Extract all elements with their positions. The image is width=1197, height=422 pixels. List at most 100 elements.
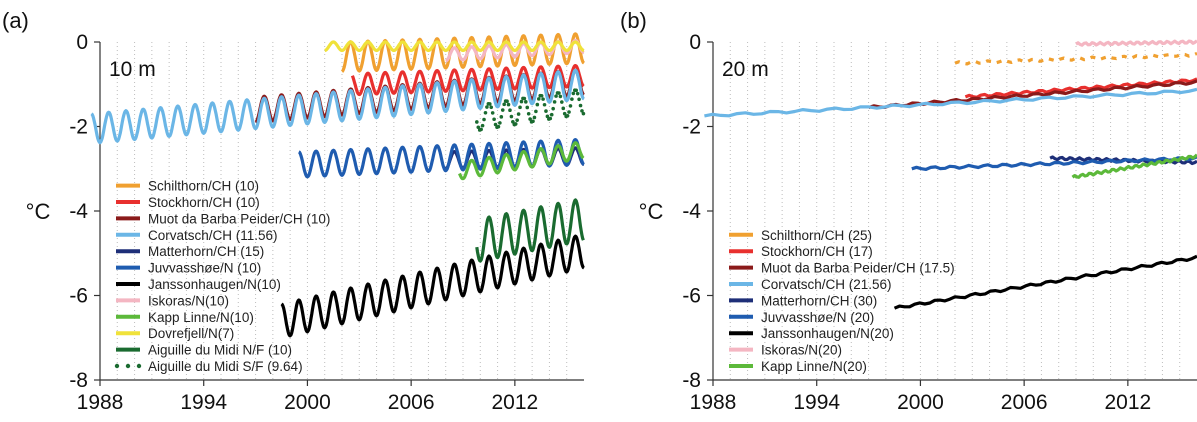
x-tick-label: 1988 bbox=[690, 391, 737, 414]
data-point bbox=[500, 115, 504, 119]
legend-label: Muot da Barba Peider/CH (17.5) bbox=[761, 261, 955, 276]
series-line bbox=[91, 70, 584, 142]
x-tick-label: 2000 bbox=[897, 391, 944, 414]
data-point bbox=[517, 112, 521, 116]
data-point bbox=[491, 111, 495, 115]
legend-label: Juvvasshøe/N (20) bbox=[761, 310, 874, 325]
data-point bbox=[501, 108, 505, 112]
legend-label: Aiguille du Midi S/F (9.64) bbox=[148, 359, 303, 374]
data-point bbox=[484, 111, 488, 115]
x-tick-label: 2012 bbox=[1104, 391, 1151, 414]
data-point bbox=[492, 117, 496, 121]
data-point bbox=[536, 103, 540, 107]
data-point bbox=[481, 124, 485, 128]
x-tick-label: 2006 bbox=[1001, 391, 1048, 414]
data-point bbox=[557, 91, 561, 95]
data-point bbox=[551, 107, 555, 111]
data-point bbox=[540, 94, 544, 98]
y-tick-label: -4 bbox=[69, 200, 88, 223]
legend-label: Stockhorn/CH (10) bbox=[148, 195, 260, 210]
x-tick-label: 1994 bbox=[180, 391, 227, 414]
data-point bbox=[510, 115, 514, 119]
y-tick-label: 0 bbox=[689, 31, 701, 54]
data-point bbox=[514, 122, 518, 126]
data-point bbox=[531, 119, 535, 123]
data-point bbox=[515, 118, 519, 122]
series-10 bbox=[477, 200, 584, 261]
series-3 bbox=[91, 70, 584, 142]
legend-label: Matterhorn/CH (15) bbox=[148, 244, 264, 259]
data-point bbox=[554, 94, 558, 98]
data-point bbox=[527, 112, 531, 116]
data-point bbox=[475, 120, 479, 124]
data-point bbox=[567, 110, 571, 114]
legend-label: Kapp Linne/N(20) bbox=[761, 359, 867, 374]
y-tick-label: -2 bbox=[69, 116, 88, 139]
data-point bbox=[541, 97, 545, 101]
series-line bbox=[282, 236, 585, 336]
data-point bbox=[544, 109, 548, 113]
legend: Schilthorn/CH (10)Stockhorn/CH (10)Muot … bbox=[115, 179, 331, 374]
x-tick-label: 1988 bbox=[77, 391, 124, 414]
panel-label: (a) bbox=[2, 8, 29, 33]
data-point bbox=[520, 100, 524, 104]
data-point bbox=[505, 99, 509, 103]
legend-swatch bbox=[126, 364, 130, 368]
y-tick-label: -4 bbox=[682, 200, 701, 223]
y-tick-label: 0 bbox=[76, 31, 88, 54]
x-tick-label: 1994 bbox=[793, 391, 840, 414]
y-tick-label: -6 bbox=[69, 285, 88, 308]
data-point bbox=[488, 102, 492, 106]
data-point bbox=[489, 105, 493, 109]
legend-swatch bbox=[115, 364, 119, 368]
panel-1: 0-2-4-6-81988 1994 2000 2006 2012(b)°C20 mSc… bbox=[620, 8, 1197, 414]
legend-label: Iskoras/N(10) bbox=[148, 293, 229, 308]
data-point bbox=[543, 103, 547, 107]
legend-label: Corvatsch/CH (11.56) bbox=[148, 228, 278, 243]
data-point bbox=[498, 121, 502, 125]
data-point bbox=[479, 128, 483, 132]
data-point bbox=[576, 92, 580, 96]
legend-label: Corvatsch/CH (21.56) bbox=[761, 277, 892, 292]
x-tick-label: 2012 bbox=[491, 391, 538, 414]
data-point bbox=[518, 106, 522, 110]
data-point bbox=[579, 104, 583, 108]
legend-label: Stockhorn/CH (17) bbox=[761, 244, 873, 259]
x-tick-label: 2000 bbox=[284, 391, 331, 414]
data-point bbox=[560, 100, 564, 104]
series-7 bbox=[1076, 41, 1197, 46]
data-point bbox=[569, 104, 573, 108]
data-point bbox=[533, 116, 537, 120]
legend-label: Muot da Barba Peider/CH (10) bbox=[148, 211, 330, 226]
y-axis-label: °C bbox=[639, 199, 664, 224]
data-point bbox=[574, 89, 578, 93]
data-point bbox=[507, 103, 511, 107]
series-line bbox=[1076, 41, 1197, 46]
legend-swatch bbox=[137, 364, 141, 368]
data-point bbox=[559, 95, 563, 99]
data-point bbox=[572, 92, 576, 96]
y-tick-label: -8 bbox=[682, 369, 701, 392]
panel-label: (b) bbox=[620, 8, 647, 33]
y-axis-label: °C bbox=[26, 199, 51, 224]
series-6 bbox=[282, 236, 585, 336]
data-point bbox=[550, 113, 554, 117]
data-point bbox=[570, 97, 574, 101]
data-point bbox=[497, 125, 501, 129]
series-line bbox=[704, 89, 1197, 116]
legend-label: Kapp Linne/N(10) bbox=[148, 310, 254, 325]
data-point bbox=[525, 106, 529, 110]
legend-label: Matterhorn/CH (30) bbox=[761, 293, 877, 308]
y-tick-label: -6 bbox=[682, 285, 701, 308]
legend-label: Janssonhaugen/N(10) bbox=[148, 277, 281, 292]
legend-label: Schilthorn/CH (10) bbox=[148, 179, 259, 194]
depth-label: 20 m bbox=[722, 58, 769, 81]
legend-label: Janssonhaugen/N(20) bbox=[761, 326, 894, 341]
legend-label: Aiguille du Midi N/F (10) bbox=[148, 343, 292, 358]
data-point bbox=[561, 107, 565, 111]
panel-0: 0-2-4-6-81988 1994 2000 2006 2012(a)°C10 mSc… bbox=[2, 8, 585, 414]
data-point bbox=[502, 103, 506, 107]
y-tick-label: -2 bbox=[682, 116, 701, 139]
x-tick-label: 2006 bbox=[388, 391, 435, 414]
